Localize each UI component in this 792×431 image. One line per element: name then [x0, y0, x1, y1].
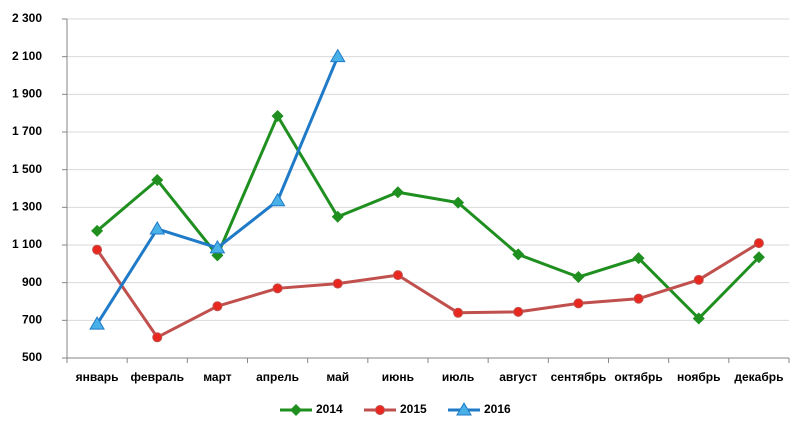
- x-tick-label: апрель: [256, 370, 299, 384]
- legend-label: 2016: [484, 402, 511, 416]
- x-tick-label: июнь: [382, 370, 414, 384]
- legend-marker: [375, 405, 385, 415]
- x-tick-label: октябрь: [614, 370, 662, 384]
- marker: [209, 239, 226, 254]
- series-line: [95, 241, 760, 339]
- marker: [271, 109, 284, 122]
- marker: [752, 251, 765, 264]
- marker: [331, 210, 344, 223]
- marker: [513, 306, 524, 317]
- x-tick-label: март: [203, 370, 232, 384]
- legend-marker: [456, 402, 472, 416]
- y-tick-label: 700: [22, 313, 42, 327]
- legend-label: 2015: [400, 402, 427, 416]
- marker: [512, 248, 525, 261]
- marker: [89, 316, 105, 330]
- marker: [269, 192, 286, 207]
- marker: [633, 293, 644, 304]
- y-tick-label: 900: [22, 275, 42, 289]
- y-tick-label: 1 500: [12, 162, 42, 176]
- marker: [391, 186, 404, 199]
- marker: [272, 283, 283, 294]
- marker: [329, 48, 346, 63]
- marker: [392, 270, 403, 281]
- x-tick-label: сентябрь: [551, 370, 607, 384]
- y-tick-label: 2 300: [12, 11, 42, 25]
- y-tick-label: 2 100: [12, 49, 42, 63]
- marker: [212, 301, 223, 312]
- marker: [149, 220, 166, 235]
- marker: [452, 196, 465, 209]
- marker: [693, 274, 704, 285]
- y-tick-label: 1 700: [12, 124, 42, 138]
- marker: [572, 271, 585, 284]
- marker: [573, 298, 584, 309]
- marker: [753, 238, 764, 249]
- y-tick-label: 500: [22, 350, 42, 364]
- x-tick-label: январь: [76, 370, 119, 384]
- x-tick-label: декабрь: [734, 370, 783, 384]
- marker: [92, 244, 103, 255]
- series-line: [95, 56, 340, 325]
- legend-marker: [290, 404, 302, 416]
- y-tick-label: 1 900: [12, 87, 42, 101]
- x-tick-label: февраль: [131, 370, 184, 384]
- series-line: [96, 114, 760, 320]
- x-tick-label: июль: [442, 370, 474, 384]
- x-tick-label: ноябрь: [677, 370, 721, 384]
- legend-label: 2014: [316, 402, 343, 416]
- marker: [91, 224, 104, 237]
- marker: [152, 332, 163, 343]
- x-tick-label: август: [499, 370, 537, 384]
- marker: [632, 252, 645, 265]
- marker: [332, 278, 343, 289]
- marker: [692, 312, 705, 325]
- marker: [453, 307, 464, 318]
- x-tick-label: май: [326, 370, 349, 384]
- y-tick-label: 1 100: [12, 237, 42, 251]
- marker: [151, 174, 164, 187]
- y-tick-label: 1 300: [12, 200, 42, 214]
